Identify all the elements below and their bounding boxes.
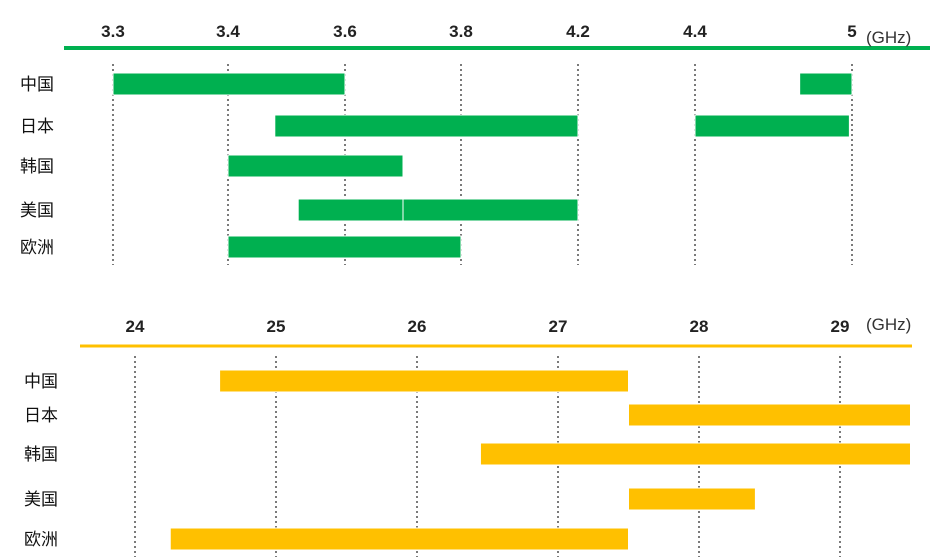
tick-label: 26 — [408, 317, 427, 336]
range-bar — [479, 442, 911, 466]
tick-label: 29 — [831, 317, 850, 336]
tick-label: 4.4 — [683, 22, 707, 41]
range-bar — [169, 527, 629, 551]
category-label: 韩国 — [24, 445, 58, 465]
category-label: 中国 — [20, 75, 54, 95]
range-bar — [112, 72, 346, 96]
range-bar — [227, 154, 404, 178]
category-label: 日本 — [24, 406, 58, 426]
unit-label: (GHz) — [866, 28, 911, 47]
tick-label: 28 — [690, 317, 709, 336]
tick-label: 3.8 — [449, 22, 473, 41]
tick-label: 3.4 — [216, 22, 240, 41]
range-bar — [219, 369, 629, 393]
tick-label: 24 — [126, 317, 145, 336]
category-label: 韩国 — [20, 157, 54, 177]
category-label: 美国 — [20, 201, 54, 221]
category-label: 美国 — [24, 490, 58, 510]
range-bar — [227, 235, 462, 259]
range-bar — [799, 72, 853, 96]
tick-label: 3.3 — [101, 22, 125, 41]
range-bar — [694, 114, 850, 138]
tick-label: 4.2 — [566, 22, 590, 41]
tick-label: 27 — [549, 317, 568, 336]
tick-label: 5 — [847, 22, 856, 41]
tick-label: 3.6 — [333, 22, 357, 41]
tick-label: 25 — [267, 317, 286, 336]
range-bar — [628, 403, 911, 427]
category-label: 日本 — [20, 117, 54, 137]
range-bar — [628, 487, 756, 511]
range-bar — [402, 198, 579, 222]
category-label: 中国 — [24, 372, 58, 392]
category-label: 欧洲 — [24, 530, 58, 550]
range-bar — [274, 114, 579, 138]
range-bar — [297, 198, 404, 222]
category-label: 欧洲 — [20, 238, 54, 258]
unit-label: (GHz) — [866, 315, 911, 334]
